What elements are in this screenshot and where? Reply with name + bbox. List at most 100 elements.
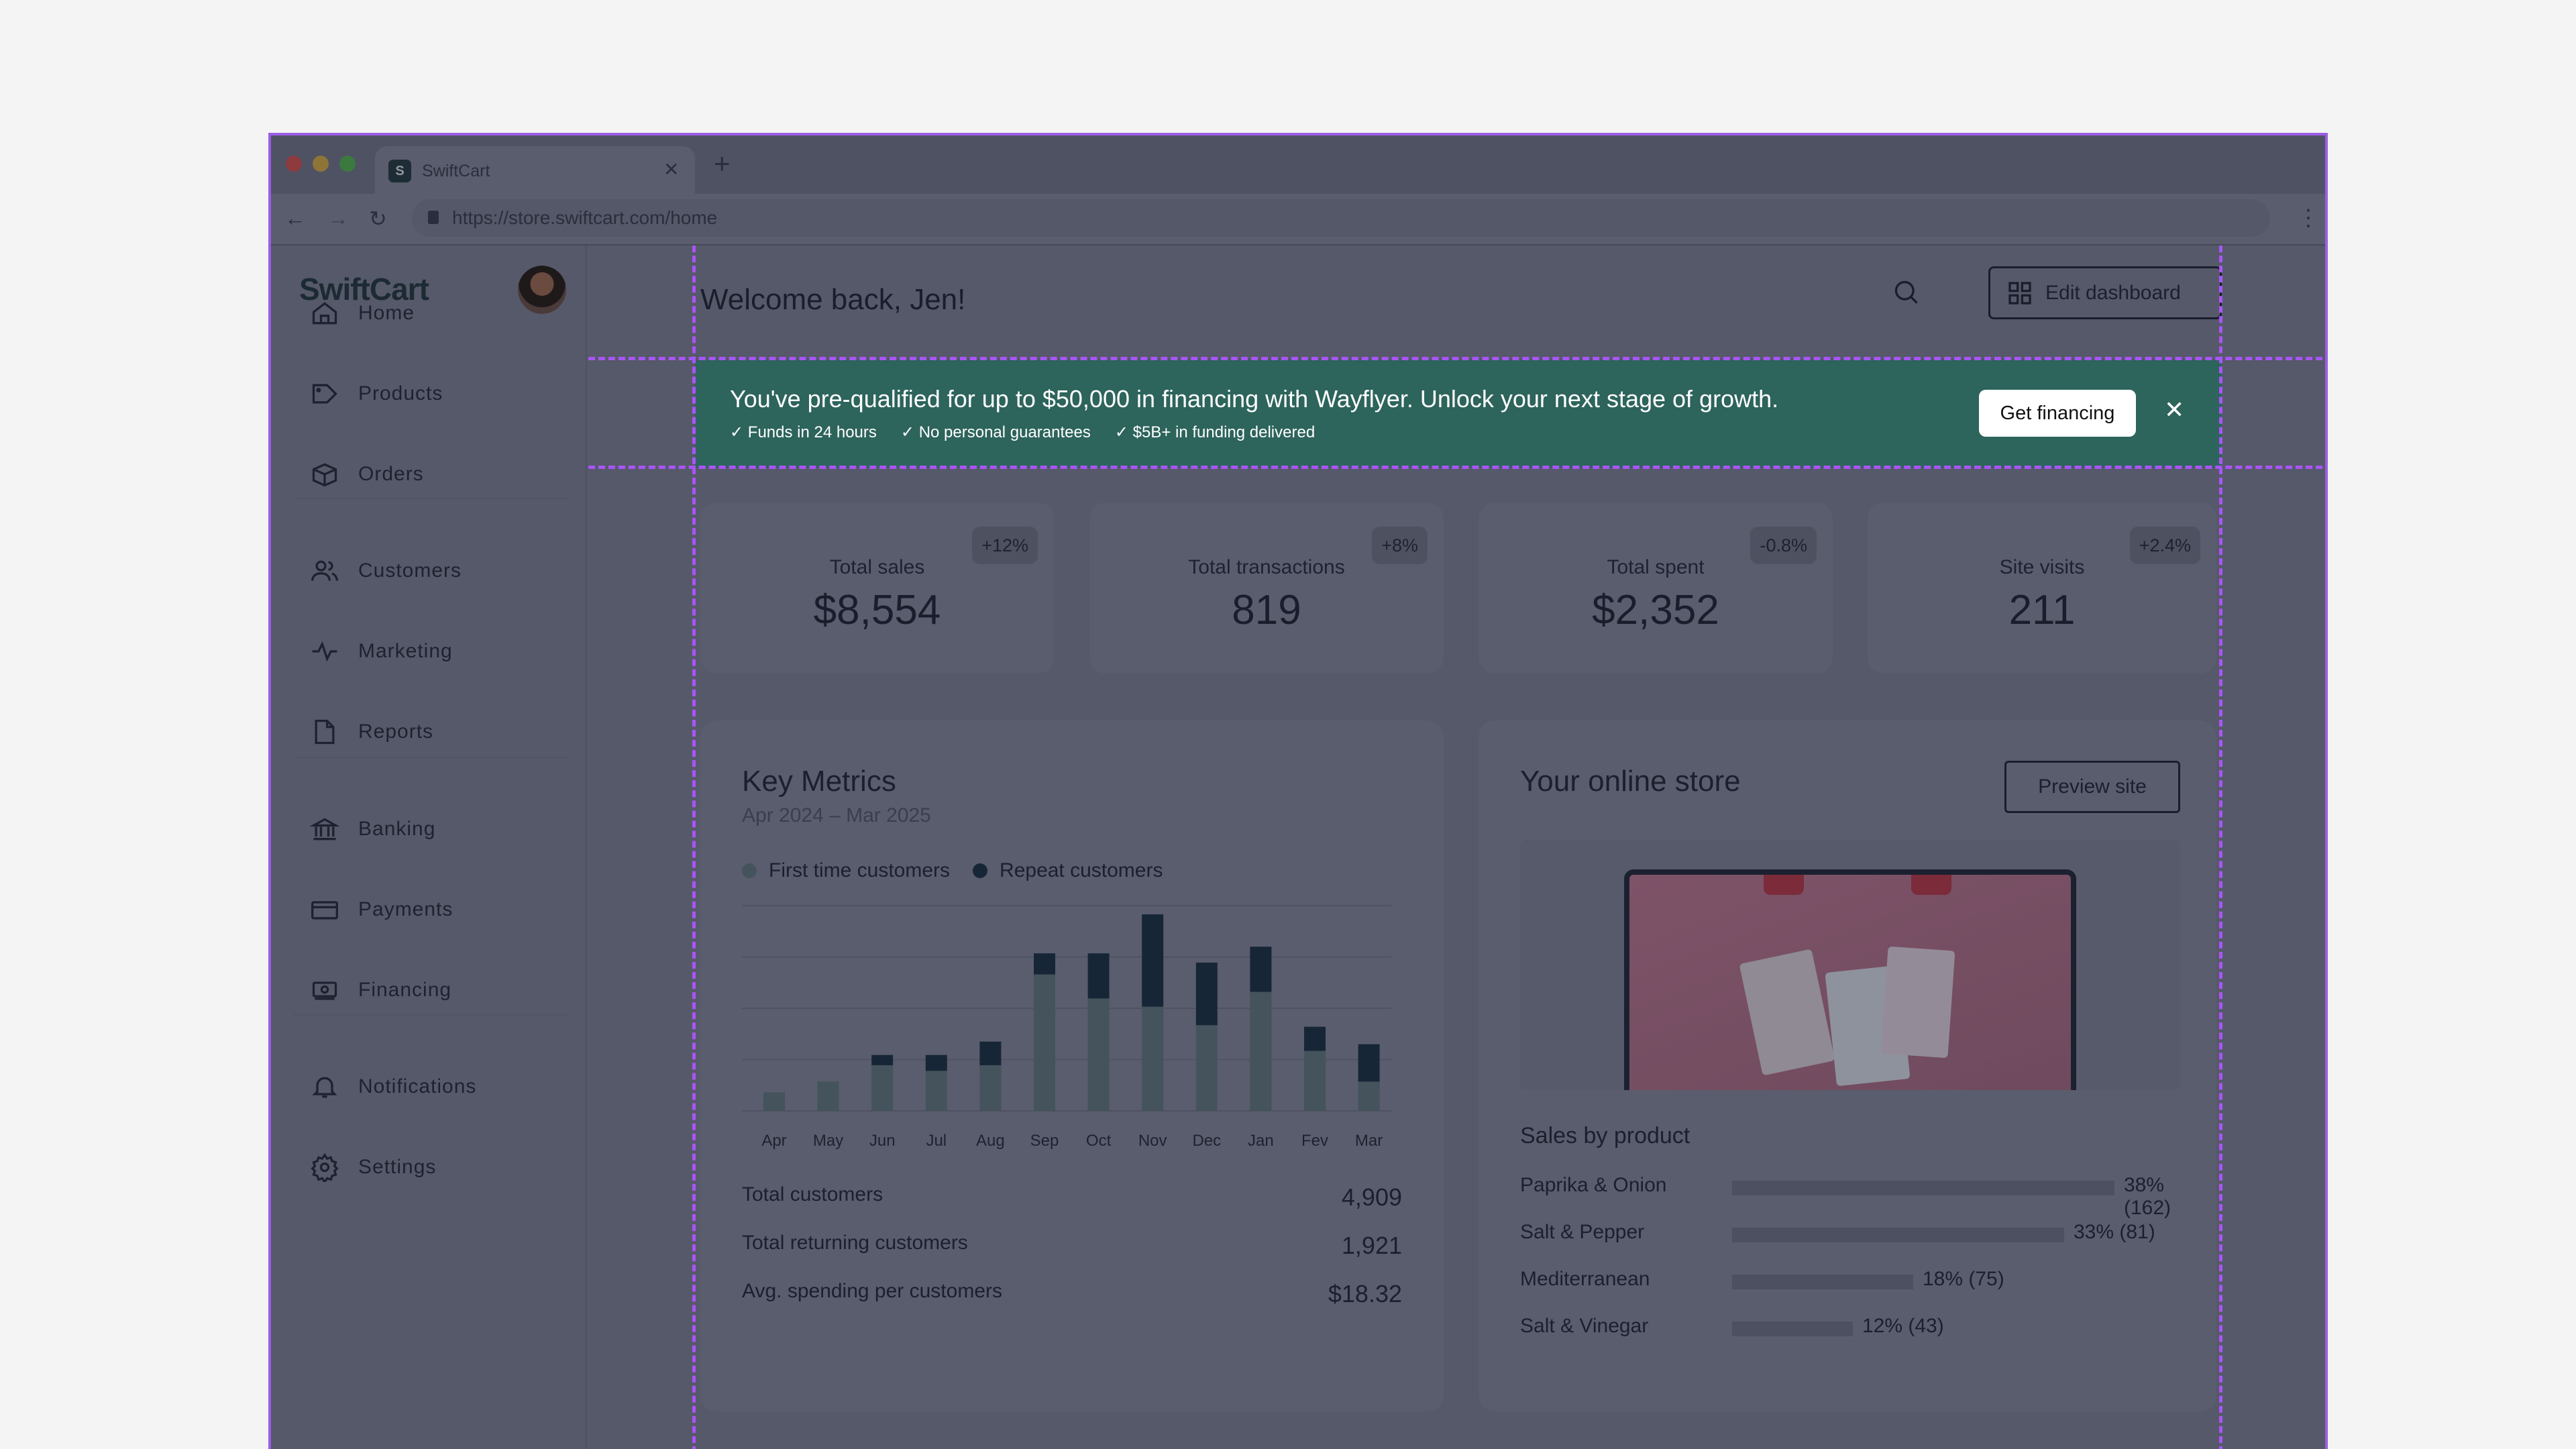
bar-repeat-fev[interactable] <box>1304 1026 1326 1051</box>
legend-label: First time customers <box>769 859 951 881</box>
metric-row: Avg. spending per customers $18.32 <box>742 1280 1402 1308</box>
product-name: Salt & Vinegar <box>1520 1315 1649 1337</box>
browser-menu-icon[interactable]: ⋮ <box>2297 205 2320 231</box>
stat-label: Site visits <box>1999 556 2085 578</box>
bar-repeat-oct[interactable] <box>1087 953 1110 999</box>
preview-site-button[interactable]: Preview site <box>2004 761 2180 813</box>
close-window-button[interactable] <box>286 156 302 172</box>
sidebar-item-marketing[interactable]: Marketing <box>310 628 565 675</box>
stat-card-total-transactions: +8% Total transactions 819 <box>1089 502 1444 674</box>
minimize-window-button[interactable] <box>313 156 329 172</box>
financing-banner: You've pre-qualified for up to $50,000 i… <box>695 360 2222 468</box>
check-icon: ✓ <box>900 423 919 441</box>
bar-repeat-jun[interactable] <box>871 1055 894 1065</box>
stat-value: $8,554 <box>813 587 941 633</box>
product-bag-image <box>1880 946 1955 1059</box>
sidebar-item-payments[interactable]: Payments <box>310 886 565 933</box>
check-icon: ✓ <box>730 423 748 441</box>
stat-label: Total spent <box>1607 556 1705 578</box>
bar-first-time-jun[interactable] <box>871 1065 894 1111</box>
bar-first-time-aug[interactable] <box>979 1065 1002 1111</box>
change-badge: +2.4% <box>2129 527 2200 564</box>
edit-dashboard-label: Edit dashboard <box>2045 281 2181 304</box>
users-icon <box>311 560 338 581</box>
tab-title: SwiftCart <box>422 162 490 180</box>
bar-first-time-may[interactable] <box>817 1081 839 1111</box>
banner-message: You've pre-qualified for up to $50,000 i… <box>730 385 1779 413</box>
sidebar-item-products[interactable]: Products <box>310 370 565 417</box>
x-tick-label: Mar <box>1355 1132 1383 1150</box>
forward-icon[interactable]: → <box>327 206 349 230</box>
x-tick-label: Aug <box>976 1132 1005 1150</box>
sidebar-item-banking[interactable]: Banking <box>310 806 565 853</box>
get-financing-button[interactable]: Get financing <box>1979 390 2136 437</box>
sidebar-item-orders[interactable]: Orders <box>310 451 565 498</box>
bar-first-time-oct[interactable] <box>1087 998 1110 1111</box>
new-tab-button[interactable]: + <box>714 148 731 179</box>
sidebar-item-label: Financing <box>358 979 452 1001</box>
bar-repeat-aug[interactable] <box>979 1041 1002 1065</box>
bar-repeat-mar[interactable] <box>1358 1044 1380 1082</box>
browser-tab[interactable]: S SwiftCart ✕ <box>375 146 695 194</box>
url-text: https://store.swiftcart.com/home <box>452 207 718 228</box>
sidebar-item-reports[interactable]: Reports <box>310 708 565 755</box>
edit-dashboard-button[interactable]: Edit dashboard <box>1988 266 2222 319</box>
guide-line <box>692 246 696 1449</box>
stat-card-site-visits: +2.4% Site visits 211 <box>1868 502 2216 674</box>
sidebar-item-customers[interactable]: Customers <box>310 547 565 594</box>
sidebar-item-home[interactable]: Home <box>310 290 565 337</box>
maximize-window-button[interactable] <box>339 156 356 172</box>
store-preview-image[interactable] <box>1624 869 2076 1090</box>
bar-repeat-jan[interactable] <box>1250 947 1272 992</box>
metric-value: $18.32 <box>1328 1280 1402 1307</box>
bar-first-time-fev[interactable] <box>1304 1051 1326 1111</box>
url-input[interactable]: https://store.swiftcart.com/home <box>412 199 2270 237</box>
bar-repeat-jul[interactable] <box>925 1055 947 1071</box>
check-item: ✓ No personal guarantees <box>901 423 1091 442</box>
sales-by-product-title: Sales by product <box>1520 1123 1690 1148</box>
logo[interactable]: SwiftCart <box>299 272 429 307</box>
bar-first-time-jan[interactable] <box>1250 991 1272 1111</box>
tag-icon <box>312 384 337 404</box>
reload-icon[interactable]: ↻ <box>369 207 387 231</box>
sidebar-item-label: Payments <box>358 898 453 920</box>
close-banner-icon[interactable]: ✕ <box>2164 396 2185 423</box>
product-row: Paprika & Onion 38% (162) <box>1520 1174 2191 1219</box>
sidebar-item-financing[interactable]: Financing <box>310 967 565 1014</box>
check-item: ✓ $5B+ in funding delivered <box>1115 423 1315 442</box>
check-label: $5B+ in funding delivered <box>1132 423 1316 441</box>
guide-line <box>588 357 2325 360</box>
metric-row: Total customers 4,909 <box>742 1183 1402 1212</box>
bar-first-time-dec[interactable] <box>1195 1025 1218 1111</box>
close-tab-icon[interactable]: ✕ <box>663 159 680 180</box>
store-title: Your online store <box>1520 765 1741 798</box>
bar-first-time-mar[interactable] <box>1358 1081 1380 1111</box>
store-preview-area <box>1520 840 2180 1090</box>
browser-window: S SwiftCart ✕ + ← → ↻ https://store.swif… <box>268 133 2328 1449</box>
search-icon[interactable] <box>1892 278 1921 307</box>
legend-dot-repeat <box>973 863 988 878</box>
bar-first-time-nov[interactable] <box>1142 1006 1164 1111</box>
product-name: Paprika & Onion <box>1520 1174 1667 1196</box>
bar-first-time-jul[interactable] <box>925 1071 947 1111</box>
sleeve-image <box>1764 875 1804 895</box>
cash-icon <box>312 981 337 1000</box>
sidebar-item-settings[interactable]: Settings <box>310 1144 565 1191</box>
bar-repeat-sep[interactable] <box>1034 953 1055 975</box>
online-store-card: Your online store Preview site Sales by … <box>1479 720 2216 1411</box>
bar-first-time-sep[interactable] <box>1034 974 1055 1111</box>
sidebar: SwiftCart Home Products Orders Customers… <box>271 246 587 1449</box>
favicon-icon: S <box>388 160 411 182</box>
product-name: Mediterranean <box>1520 1268 1650 1290</box>
product-share-label: 38% (162) <box>2124 1174 2171 1219</box>
bar-first-time-apr[interactable] <box>763 1092 785 1111</box>
bar-repeat-nov[interactable] <box>1142 914 1164 1007</box>
grid-icon <box>2008 281 2031 305</box>
key-metrics-title: Key Metrics <box>742 765 896 798</box>
sidebar-item-label: Home <box>358 302 415 324</box>
avatar[interactable] <box>518 266 566 314</box>
back-icon[interactable]: ← <box>284 206 306 230</box>
sidebar-item-notifications[interactable]: Notifications <box>310 1063 565 1110</box>
banner-checks: ✓ Funds in 24 hours ✓ No personal guaran… <box>730 423 1315 442</box>
bar-repeat-dec[interactable] <box>1195 962 1218 1026</box>
